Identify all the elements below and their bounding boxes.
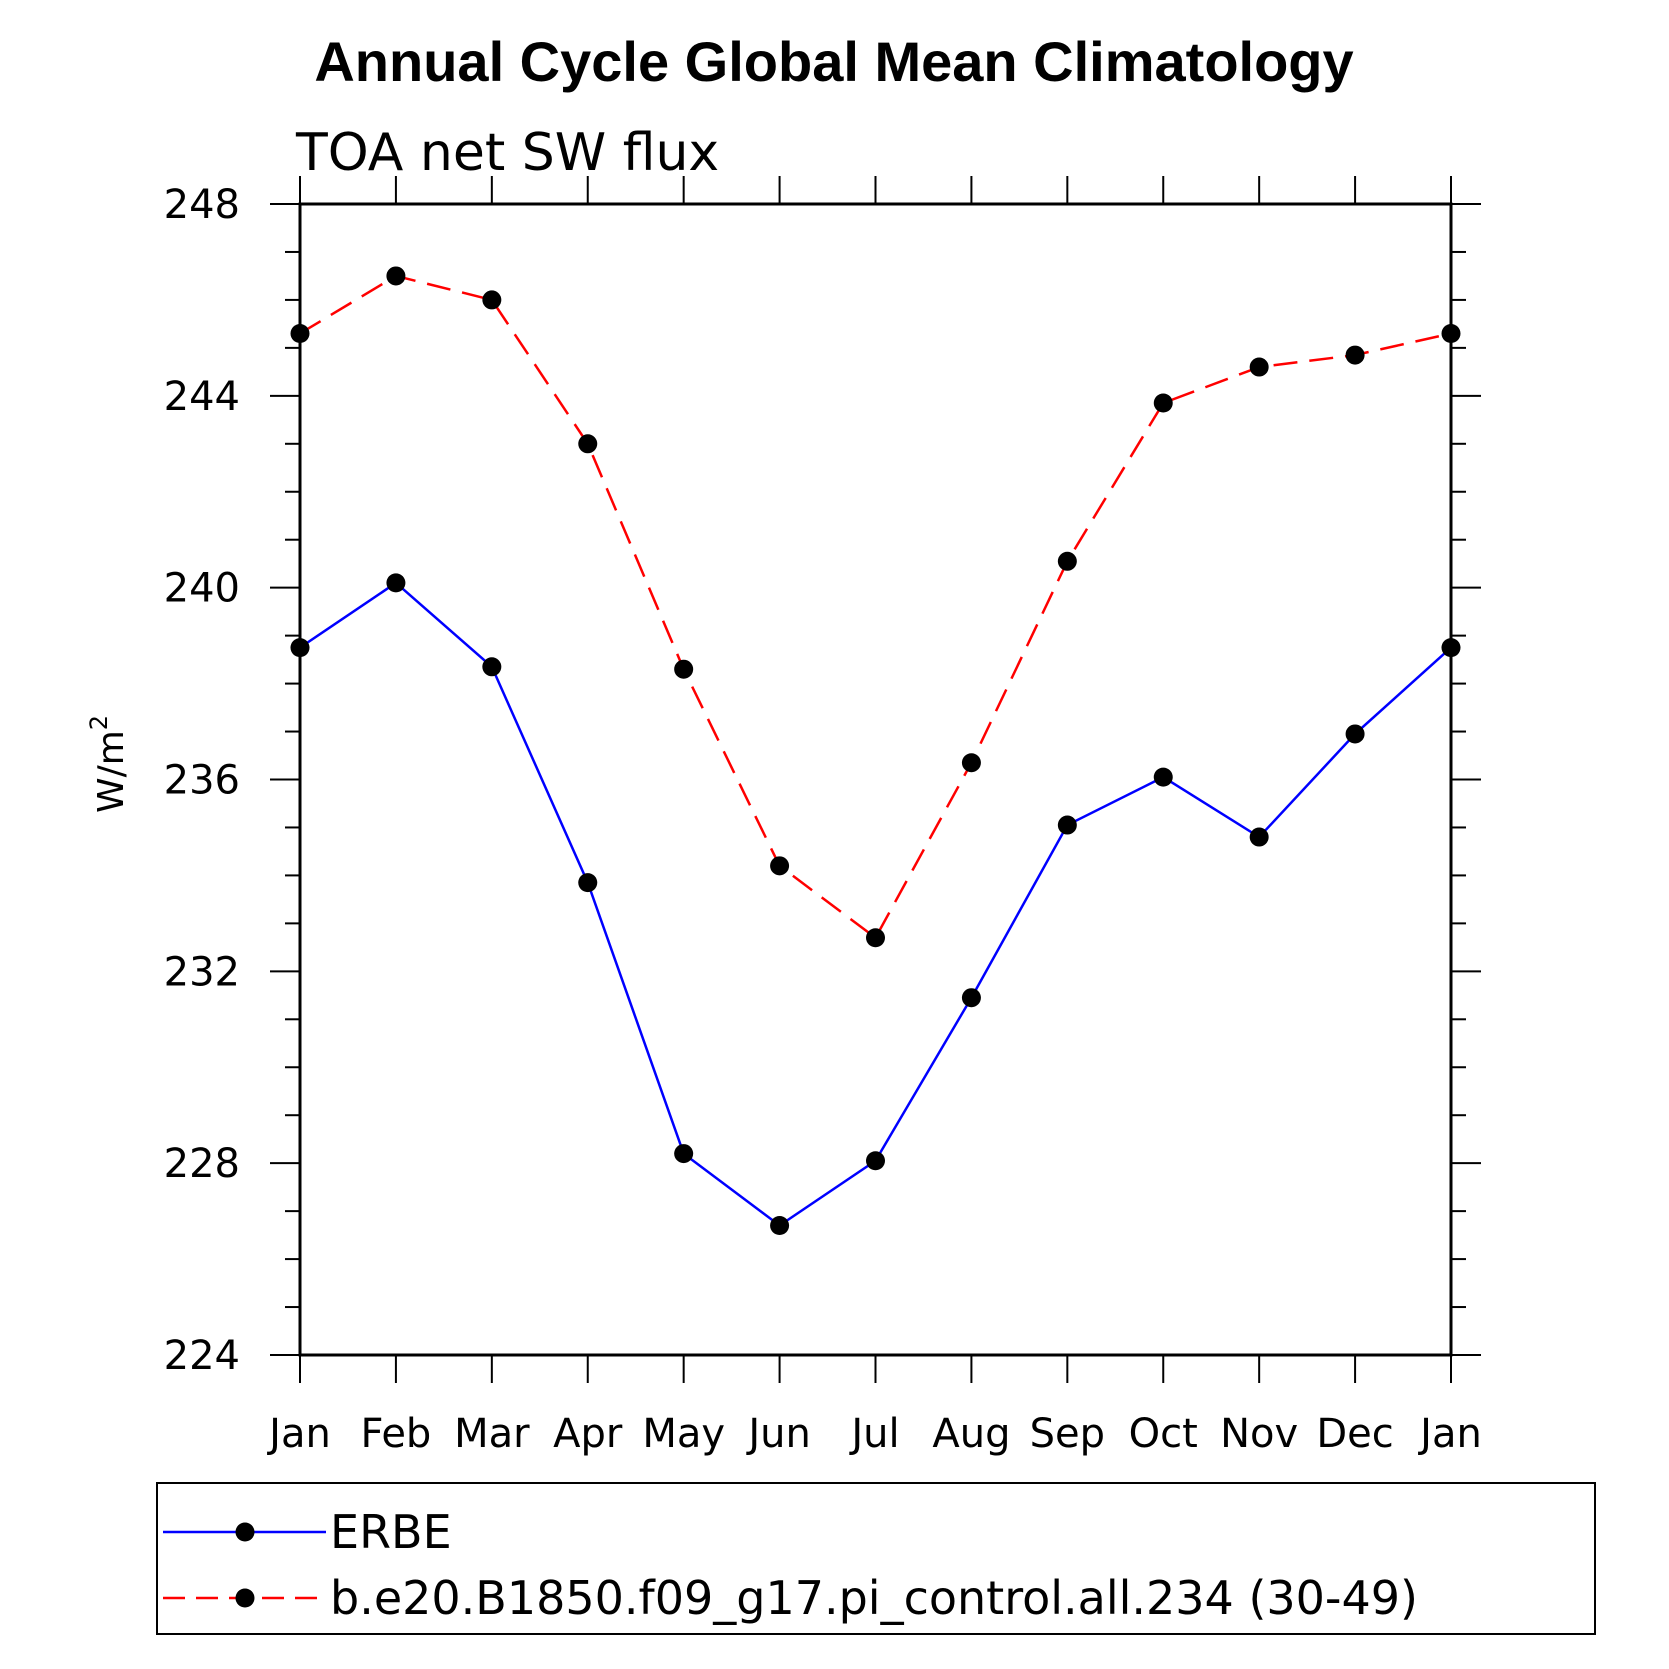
series-model	[290, 266, 1461, 948]
y-axis-label: W/m2	[85, 715, 132, 813]
data-point	[674, 1144, 694, 1164]
x-tick-label: Feb	[361, 1411, 432, 1457]
data-point	[770, 1216, 790, 1236]
data-point	[1249, 827, 1269, 847]
x-tick-label: Jan	[1417, 1411, 1482, 1457]
axes	[298, 202, 1453, 1357]
x-tick-label: Jun	[745, 1411, 811, 1457]
data-point	[1441, 638, 1461, 658]
svg-text:W/m2: W/m2	[85, 715, 132, 813]
chart-subtitle: TOA net SW flux	[295, 123, 719, 183]
y-tick-label: 236	[164, 758, 240, 804]
y-axis-label-superscript: 2	[85, 715, 113, 730]
y-tick-label: 224	[164, 1333, 240, 1379]
y-tick-label: 240	[164, 566, 240, 612]
x-tick-label: Oct	[1129, 1411, 1198, 1457]
x-tick-label: May	[642, 1411, 725, 1457]
chart-title: Annual Cycle Global Mean Climatology	[314, 30, 1353, 93]
x-tick-label: Jan	[266, 1411, 331, 1457]
data-point	[290, 323, 310, 343]
data-point	[1153, 767, 1173, 787]
data-point	[1153, 393, 1173, 413]
data-point	[1441, 323, 1461, 343]
data-point	[1345, 345, 1365, 365]
data-point	[770, 856, 790, 876]
y-tick-label: 248	[164, 182, 240, 228]
data-point	[961, 753, 981, 773]
x-tick-label: Nov	[1220, 1411, 1298, 1457]
data-point	[290, 638, 310, 658]
legend-box	[156, 1482, 1596, 1635]
data-point	[386, 266, 406, 286]
x-tick-label: Sep	[1030, 1411, 1105, 1457]
x-tick-label: Mar	[454, 1411, 530, 1457]
series-line	[299, 581, 1452, 1228]
data-point	[1249, 357, 1269, 377]
legend: ERBE b.e20.B1850.f09_g17.pi_control.all.2…	[156, 1482, 1596, 1635]
x-tick-label: Aug	[932, 1411, 1010, 1457]
x-tick-label: Apr	[553, 1411, 623, 1457]
data-point	[1345, 724, 1365, 744]
x-tick-label: Jul	[848, 1411, 899, 1457]
data-point	[1057, 551, 1077, 571]
series-line	[299, 274, 1452, 940]
y-axis-label-text: W/m	[91, 730, 132, 813]
series-layer	[290, 266, 1461, 1236]
y-tick-label: 244	[164, 374, 240, 420]
data-point	[578, 434, 598, 454]
legend-swatch-marker	[235, 1522, 255, 1542]
series-erbe	[290, 573, 1461, 1236]
legend-swatch-marker	[235, 1588, 255, 1608]
data-point	[482, 290, 502, 310]
data-point	[961, 988, 981, 1008]
axis-ticks: 224 228 232 236 240 244 248 Jan Feb Mar Apr May Jun J…	[164, 176, 1482, 1457]
data-point	[866, 928, 885, 948]
y-tick-label: 232	[164, 949, 240, 995]
data-point	[482, 657, 502, 677]
data-point	[674, 659, 694, 679]
data-point	[386, 573, 406, 593]
data-point	[866, 1151, 885, 1171]
x-tick-label: Dec	[1316, 1411, 1393, 1457]
legend-entry-label: b.e20.B1850.f09_g17.pi_control.all.234 (…	[330, 1571, 1418, 1625]
data-point	[1057, 815, 1077, 835]
data-point	[578, 873, 598, 893]
y-tick-label: 228	[164, 1141, 240, 1187]
legend-entry-label: ERBE	[330, 1505, 452, 1559]
plot-frame	[298, 202, 1453, 1357]
